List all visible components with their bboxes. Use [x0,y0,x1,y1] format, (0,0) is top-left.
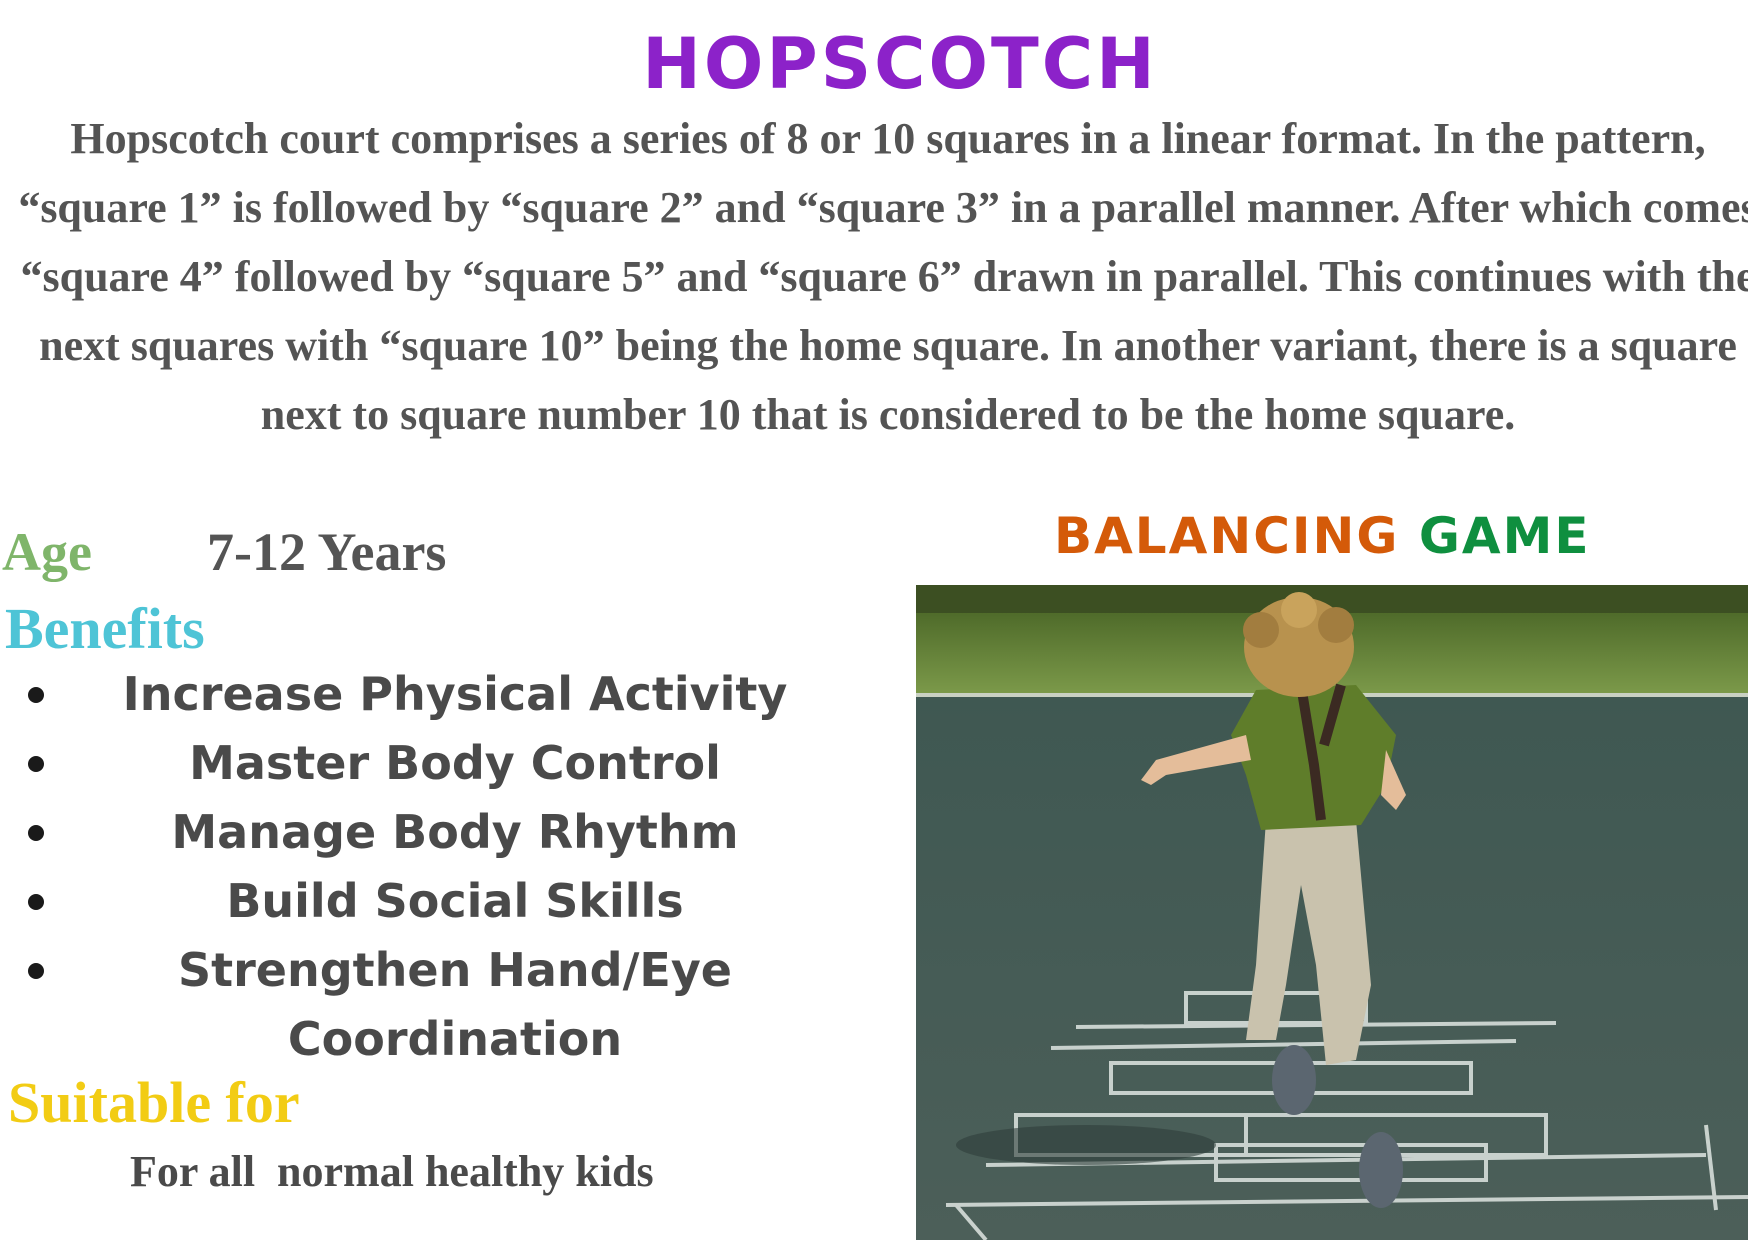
bullet-icon [28,825,44,841]
benefit-text: Manage Body Rhythm [171,805,739,859]
benefits-label: Benefits [5,596,205,661]
benefit-text: Strengthen Hand/Eye Coordination [178,943,732,1066]
suitable-for-value: For all normal healthy kids [130,1147,654,1196]
bullet-icon [28,756,44,772]
description-paragraph: Hopscotch court comprises a series of 8 … [18,114,1748,439]
benefit-text: Master Body Control [189,736,721,790]
benefit-item: Manage Body Rhythm [0,798,800,867]
page-title: HOPSCOTCH [642,23,1158,105]
hopscotch-photo [916,585,1748,1240]
game-type-heading: BALANCING GAME [1054,506,1590,566]
bullet-icon [28,687,44,703]
bullet-icon [28,963,44,979]
benefit-item: Strengthen Hand/Eye Coordination [0,936,800,1074]
benefit-item: Increase Physical Activity [0,660,800,729]
game-type-word-balancing: BALANCING [1054,507,1400,565]
benefit-text: Build Social Skills [226,874,684,928]
age-value: 7-12 Years [207,522,447,582]
benefit-text: Increase Physical Activity [122,667,788,721]
benefits-list: Increase Physical Activity Master Body C… [0,660,900,1074]
benefit-item: Master Body Control [0,729,800,798]
age-label: Age [2,522,92,582]
bullet-icon [28,894,44,910]
game-type-word-game: GAME [1418,507,1591,565]
suitable-for-label: Suitable for [8,1070,300,1135]
benefit-item: Build Social Skills [0,867,800,936]
